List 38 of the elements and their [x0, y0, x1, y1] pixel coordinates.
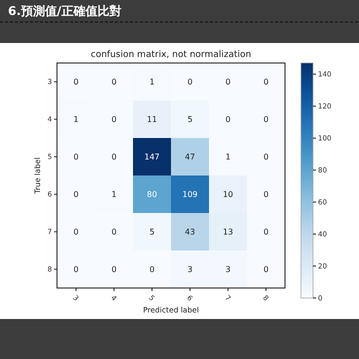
data-label: 0 [187, 78, 193, 87]
data-label: 0 [111, 115, 117, 124]
data-label: 1 [225, 152, 231, 162]
data-label: 147 [144, 152, 160, 162]
chart-subtitle: confusion matrix, not normalization [90, 50, 252, 60]
data-label: 11 [146, 115, 158, 124]
data-label: 10 [222, 190, 234, 200]
data-label: 43 [184, 228, 196, 237]
data-label: 3 [187, 265, 193, 274]
data-label: 0 [263, 190, 269, 200]
data-label: 0 [111, 265, 117, 274]
data-label: 0 [149, 265, 155, 274]
data-label: 0 [225, 115, 231, 124]
data-label: 5 [187, 115, 193, 124]
data-label: 0 [73, 152, 79, 162]
data-label: 0 [263, 228, 269, 237]
data-label: 0 [73, 265, 79, 274]
data-label: 0 [263, 265, 269, 274]
data-label: 0 [263, 78, 269, 87]
data-label: 109 [182, 190, 198, 200]
data-label: 80 [146, 190, 158, 200]
data-label: 0 [73, 190, 79, 200]
chart-title: 6.預測值/正確值比對 [8, 4, 122, 18]
data-label: 0 [111, 78, 117, 87]
data-label: 5 [149, 228, 155, 237]
data-label: 1 [111, 190, 117, 200]
data-label: 0 [225, 78, 231, 87]
data-label: 0 [111, 228, 117, 237]
data-label: 3 [225, 265, 231, 274]
data-label: 47 [184, 152, 196, 162]
data-label: 1 [73, 115, 79, 124]
data-label: 0 [263, 115, 269, 124]
data-label: 0 [73, 78, 79, 87]
data-label: 0 [111, 152, 117, 162]
data-label: 1 [149, 78, 155, 87]
data-label: 0 [73, 228, 79, 237]
data-label: 0 [263, 152, 269, 162]
data-label: 13 [222, 228, 234, 237]
